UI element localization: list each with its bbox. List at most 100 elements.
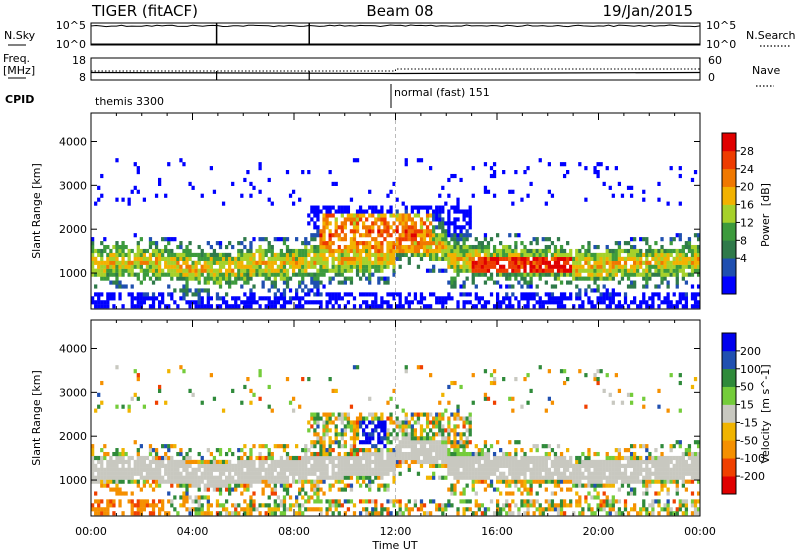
velocity-cell	[474, 479, 478, 484]
power-cell	[221, 300, 226, 305]
velocity-cell	[419, 444, 424, 449]
velocity-cell	[599, 483, 603, 488]
power-cell	[392, 256, 396, 261]
velocity-cell	[142, 479, 147, 484]
velocity-cell	[368, 471, 372, 476]
velocity-cell	[453, 416, 457, 421]
power-cell	[453, 268, 457, 273]
power-cell	[97, 268, 101, 273]
velocity-cell	[629, 444, 634, 449]
velocity-cell	[398, 424, 402, 429]
power-cell	[550, 256, 555, 261]
velocity-cell	[398, 459, 402, 465]
power-cell	[188, 268, 192, 273]
power-cell	[541, 248, 545, 254]
power-cell	[471, 260, 475, 265]
power-cell	[529, 292, 533, 297]
power-cell	[316, 300, 320, 305]
power-cell	[200, 304, 204, 309]
velocity-cell	[642, 396, 646, 401]
velocity-cell	[358, 455, 363, 461]
velocity-cell	[447, 432, 451, 437]
velocity-cell	[514, 377, 518, 382]
power-cell	[224, 276, 229, 281]
power-cell	[197, 268, 201, 273]
power-cell	[438, 193, 442, 198]
velocity-cell	[139, 467, 143, 472]
power-cell	[453, 280, 457, 285]
power-cell	[368, 189, 372, 194]
velocity-cell	[185, 471, 189, 476]
velocity-cell	[575, 483, 579, 488]
power-cell	[468, 233, 472, 238]
power-cell	[669, 252, 673, 258]
velocity-cell	[648, 479, 652, 484]
velocity-cell	[279, 459, 284, 465]
power-cell	[444, 256, 448, 261]
velocity-cell	[401, 436, 405, 441]
power-cell	[328, 237, 332, 242]
velocity-cell	[103, 475, 107, 480]
power-cell	[696, 260, 701, 265]
power-cell	[167, 304, 171, 309]
power-cell	[693, 170, 698, 175]
velocity-cell	[575, 491, 579, 496]
power-cell	[298, 284, 302, 289]
power-cell	[282, 268, 287, 273]
power-cell	[374, 268, 378, 273]
power-cell	[362, 213, 366, 218]
velocity-cell	[121, 491, 125, 496]
power-cell	[191, 252, 195, 258]
power-cell	[328, 268, 332, 273]
velocity-cell	[465, 483, 469, 488]
velocity-cell	[142, 455, 147, 461]
power-cell	[240, 272, 244, 277]
velocity-cell	[322, 448, 326, 453]
velocity-cell	[118, 503, 122, 508]
power-cell	[465, 276, 469, 281]
power-cell	[188, 304, 192, 309]
power-cell	[112, 268, 116, 273]
velocity-cell	[368, 396, 372, 401]
power-cell	[221, 276, 226, 281]
power-cell	[94, 248, 98, 254]
velocity-cell	[243, 459, 247, 465]
power-cell	[614, 260, 618, 265]
velocity-cell	[182, 455, 186, 461]
velocity-cell	[258, 463, 262, 468]
velocity-cell	[456, 416, 460, 421]
velocity-cell	[91, 455, 95, 461]
power-cell	[97, 260, 101, 265]
velocity-cell	[179, 475, 183, 480]
power-cell	[477, 256, 481, 261]
power-cell	[468, 300, 472, 305]
velocity-cell	[453, 448, 457, 453]
velocity-cell	[447, 420, 451, 425]
power-cell	[115, 256, 119, 261]
velocity-cell	[456, 479, 460, 484]
power-cell	[328, 296, 332, 301]
velocity-cell	[614, 448, 618, 453]
power-cell	[642, 189, 646, 194]
velocity-cell	[499, 471, 503, 476]
velocity-cell	[569, 475, 573, 480]
velocity-cell	[538, 365, 542, 370]
velocity-cell	[419, 507, 424, 512]
velocity-cell	[151, 507, 156, 512]
power-cell	[386, 252, 390, 258]
velocity-cell	[231, 467, 235, 472]
velocity-cell	[109, 459, 113, 465]
velocity-cell	[224, 507, 229, 512]
velocity-cell	[188, 475, 192, 480]
velocity-cell	[447, 448, 451, 453]
velocity-cell	[438, 503, 442, 508]
velocity-cell	[450, 483, 454, 488]
velocity-cell	[438, 400, 442, 405]
velocity-cell	[383, 467, 387, 472]
velocity-cell	[139, 507, 143, 512]
velocity-cell	[325, 424, 329, 429]
velocity-cell	[331, 463, 335, 468]
velocity-cell	[362, 416, 366, 421]
velocity-cell	[240, 507, 244, 512]
velocity-cell	[94, 463, 98, 468]
